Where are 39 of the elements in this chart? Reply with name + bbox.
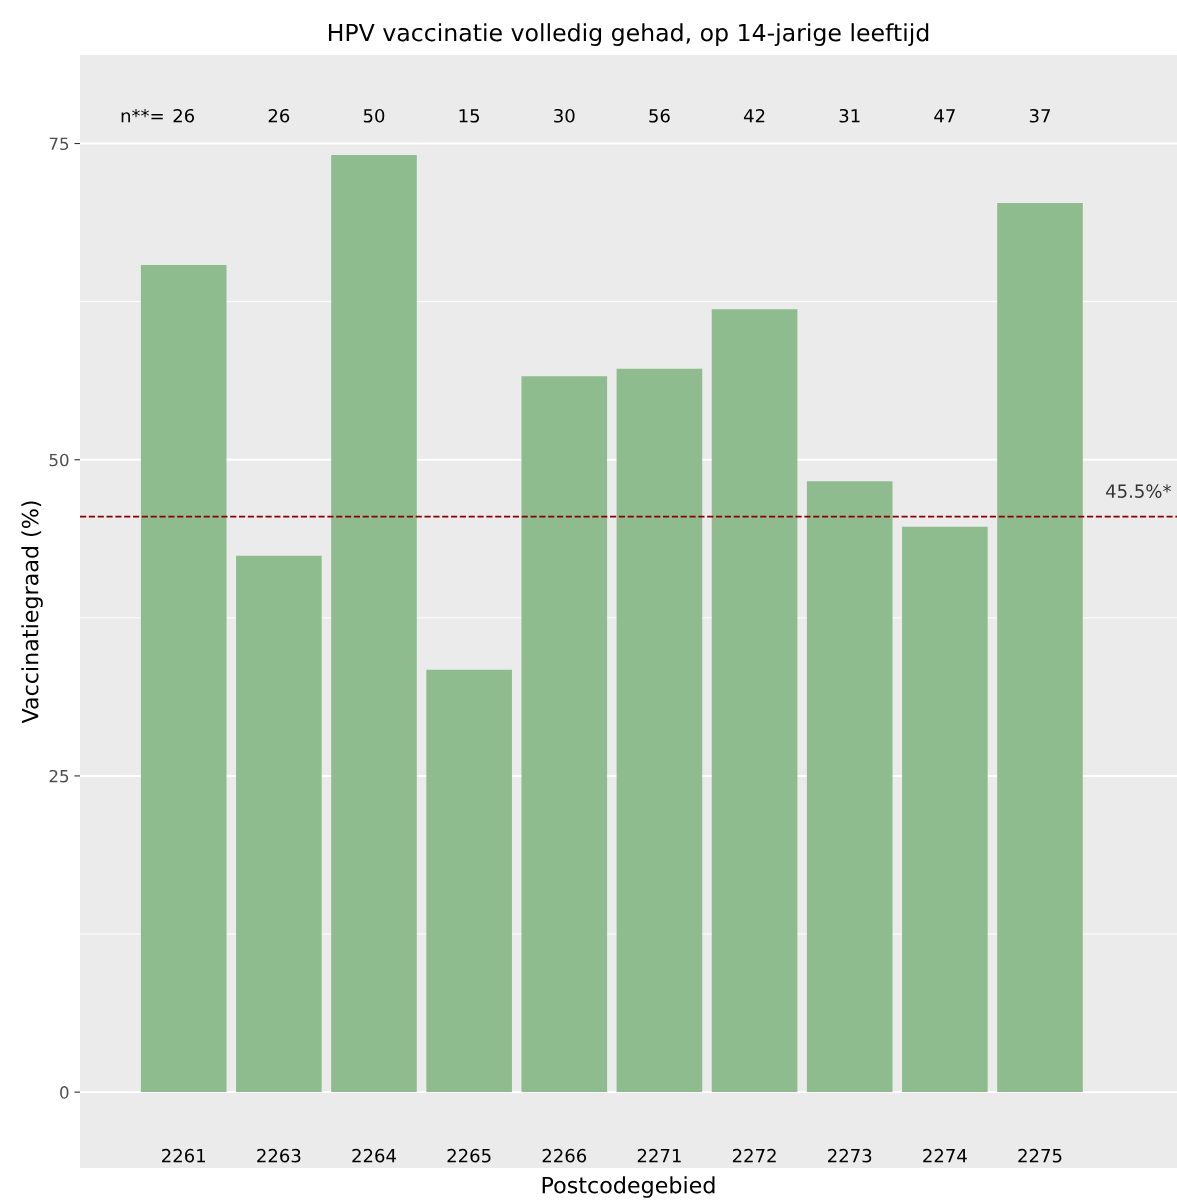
bar: [236, 555, 322, 1093]
x-tick-label: 2265: [447, 1148, 491, 1163]
annotation: 15: [459, 109, 480, 123]
y-axis-title: Vaccinatiegraad (%): [21, 501, 43, 724]
bar: [902, 526, 988, 1093]
bar: [711, 309, 798, 1093]
annotation: 37: [1029, 108, 1050, 123]
x-tick-label: 2273: [828, 1148, 872, 1163]
annotation: 30: [554, 108, 575, 123]
annotation: 26: [268, 108, 290, 123]
x-tick-label: 2263: [257, 1148, 301, 1163]
annotation: 47: [934, 109, 955, 123]
annotation: 31: [839, 108, 860, 123]
annotation: n**=: [121, 108, 163, 123]
annotation: 26: [173, 108, 195, 123]
bar: [331, 154, 417, 1093]
y-tick-label: 0: [60, 1086, 69, 1099]
annotation: 56: [649, 108, 670, 123]
bar: [997, 202, 1083, 1093]
y-tick-label: 50: [49, 453, 69, 467]
x-axis-title: Postcodegebied: [542, 1176, 715, 1198]
ref-line-label: 45.5%*: [1106, 484, 1171, 498]
chart-title: HPV vaccinatie volledig gehad, op 14-jarige leeftijd: [328, 23, 929, 47]
x-tick-label: 2272: [732, 1148, 776, 1163]
y-tick-label: 75: [49, 137, 69, 151]
annotation: 50: [363, 108, 385, 123]
annotation: 42: [743, 108, 765, 123]
bar: [426, 669, 512, 1093]
x-tick-label: 2261: [162, 1148, 206, 1163]
x-tick-label: 2274: [923, 1148, 967, 1163]
bar: [616, 368, 703, 1093]
bar: [806, 481, 893, 1093]
y-tick-label: 25: [49, 769, 69, 783]
x-tick-label: 2264: [352, 1148, 396, 1163]
x-tick-label: 2266: [542, 1148, 587, 1163]
bar: [140, 264, 227, 1093]
x-tick-label: 2275: [1018, 1148, 1062, 1163]
x-tick-label: 2271: [637, 1148, 681, 1163]
bar: [521, 376, 608, 1093]
